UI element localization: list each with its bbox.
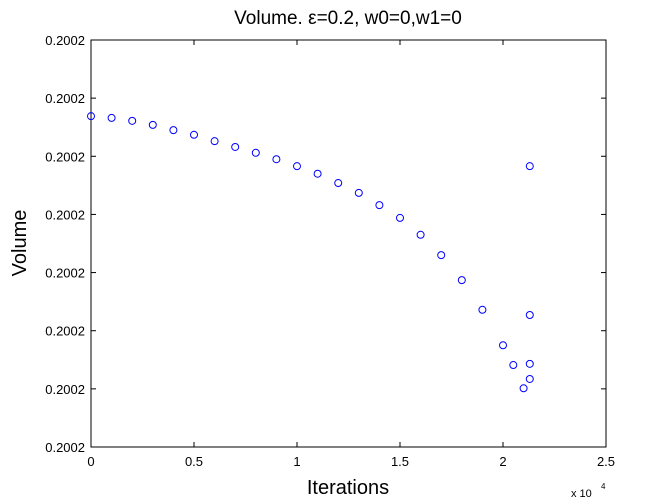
point xyxy=(354,188,363,197)
y-tick-label: 0.2002 xyxy=(45,440,85,455)
plot-area xyxy=(90,39,607,448)
point xyxy=(107,113,116,122)
point xyxy=(525,311,534,320)
point xyxy=(396,213,404,222)
point xyxy=(272,155,281,164)
x-exponent: 4 xyxy=(601,482,606,491)
point xyxy=(148,120,157,129)
point xyxy=(375,201,384,210)
chart-title: Volume. ε=0.2, w0=0,w1=0 xyxy=(234,8,462,29)
y-tick-label: 0.2002 xyxy=(45,33,85,48)
point xyxy=(509,361,518,370)
y-tick-label: 0.2002 xyxy=(45,266,85,281)
point xyxy=(210,137,219,146)
x-axis-label: Iterations xyxy=(307,477,389,499)
y-tick-label: 0.2002 xyxy=(45,207,85,222)
point xyxy=(478,305,487,314)
y-tick-label: 0.2002 xyxy=(45,91,85,106)
point xyxy=(457,276,466,285)
point xyxy=(519,384,528,393)
point xyxy=(190,130,198,139)
y-axis-label: Volume xyxy=(9,210,31,277)
x-tick-label: 0 xyxy=(87,454,94,469)
point xyxy=(169,126,178,135)
point xyxy=(334,179,343,188)
x-tick-label: 1 xyxy=(293,454,300,469)
point xyxy=(251,148,260,157)
y-tick-label: 0.2002 xyxy=(45,324,85,339)
point xyxy=(293,162,301,171)
y-tick-label: 0.2002 xyxy=(45,382,85,397)
x-tick-label: 0.5 xyxy=(185,454,203,469)
point xyxy=(525,374,534,383)
point xyxy=(437,251,446,260)
x-multiplier: x 10 xyxy=(571,488,592,500)
point xyxy=(525,162,534,171)
point xyxy=(499,341,507,350)
point xyxy=(525,359,534,368)
point xyxy=(87,112,95,121)
y-tick-label: 0.2002 xyxy=(45,149,85,164)
point xyxy=(128,116,137,125)
point xyxy=(313,169,322,178)
point xyxy=(416,230,425,239)
x-tick-label: 1.5 xyxy=(391,454,409,469)
point xyxy=(231,142,240,151)
x-tick-label: 2 xyxy=(499,454,506,469)
x-tick-label: 2.5 xyxy=(597,454,615,469)
